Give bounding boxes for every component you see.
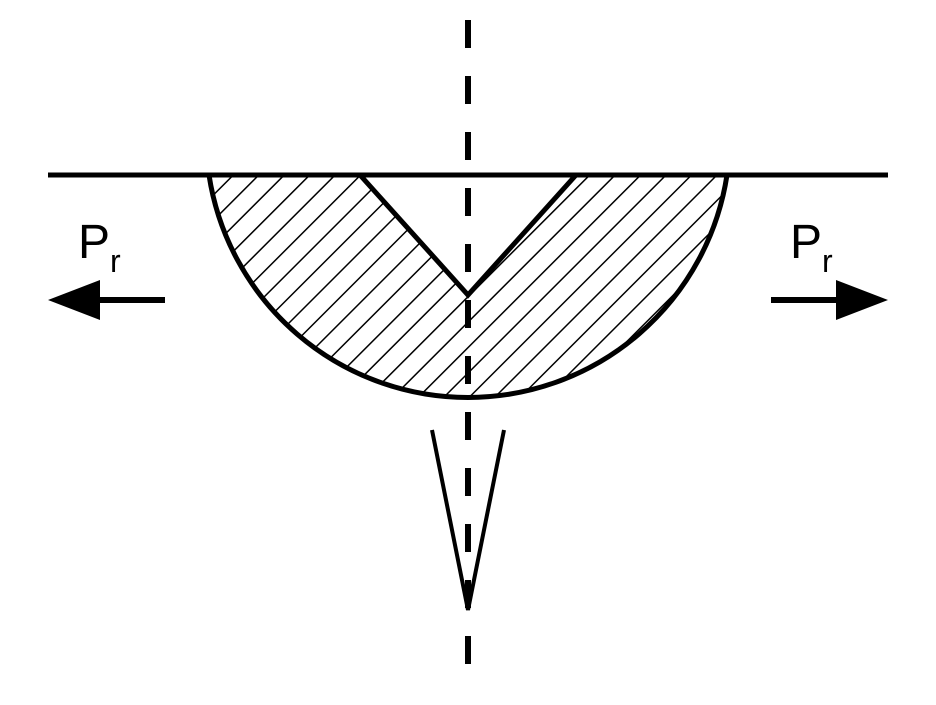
diagram-canvas: Pr Pr bbox=[0, 0, 936, 705]
residual-stress-arrow-right bbox=[771, 280, 888, 320]
label-p-r-right: Pr bbox=[790, 216, 833, 279]
residual-stress-arrow-left bbox=[48, 280, 165, 320]
label-p-r-left: Pr bbox=[78, 216, 121, 279]
